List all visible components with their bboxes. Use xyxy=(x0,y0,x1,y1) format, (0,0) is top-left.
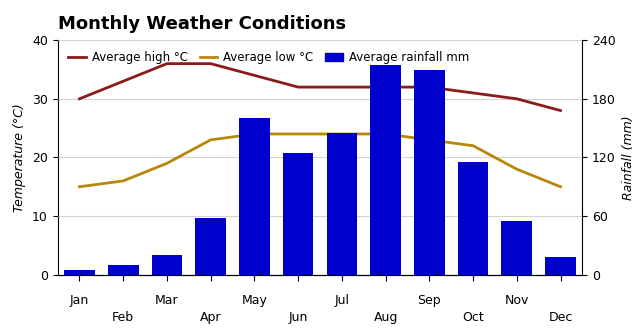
Average high °C xyxy=(207,62,214,66)
Average high °C xyxy=(381,85,389,89)
Average low °C xyxy=(469,144,477,148)
Text: Jun: Jun xyxy=(289,311,308,324)
Bar xyxy=(326,133,357,275)
Average low °C xyxy=(426,138,433,142)
Text: Aug: Aug xyxy=(373,311,398,324)
Average high °C xyxy=(426,85,433,89)
Average low °C xyxy=(513,167,521,171)
Average high °C xyxy=(338,85,346,89)
Average low °C xyxy=(250,132,258,136)
Bar xyxy=(414,69,445,275)
Average high °C xyxy=(557,109,564,113)
Text: Sep: Sep xyxy=(417,294,441,307)
Line: Average high °C: Average high °C xyxy=(79,64,561,111)
Average high °C xyxy=(294,85,302,89)
Text: May: May xyxy=(241,294,268,307)
Bar xyxy=(152,255,182,275)
Text: Mar: Mar xyxy=(155,294,179,307)
Bar xyxy=(108,265,138,275)
Y-axis label: Temperature (°C): Temperature (°C) xyxy=(13,103,26,212)
Bar xyxy=(545,257,576,275)
Text: Dec: Dec xyxy=(548,311,573,324)
Average low °C xyxy=(163,161,171,165)
Legend: Average high °C, Average low °C, Average rainfall mm: Average high °C, Average low °C, Average… xyxy=(63,46,474,69)
Text: Monthly Weather Conditions: Monthly Weather Conditions xyxy=(58,15,346,33)
Bar xyxy=(64,270,95,275)
Bar xyxy=(195,218,226,275)
Line: Average low °C: Average low °C xyxy=(79,134,561,187)
Average low °C xyxy=(294,132,302,136)
Average high °C xyxy=(119,79,127,83)
Average low °C xyxy=(557,185,564,189)
Average low °C xyxy=(207,138,214,142)
Average low °C xyxy=(119,179,127,183)
Text: Jul: Jul xyxy=(334,294,349,307)
Text: Apr: Apr xyxy=(200,311,221,324)
Average high °C xyxy=(469,91,477,95)
Average high °C xyxy=(76,97,83,101)
Average low °C xyxy=(76,185,83,189)
Text: Nov: Nov xyxy=(504,294,529,307)
Y-axis label: Rainfall (mm): Rainfall (mm) xyxy=(621,115,634,200)
Bar xyxy=(458,162,488,275)
Text: Feb: Feb xyxy=(112,311,134,324)
Bar xyxy=(502,221,532,275)
Bar xyxy=(239,118,269,275)
Bar xyxy=(371,65,401,275)
Average low °C xyxy=(338,132,346,136)
Average high °C xyxy=(163,62,171,66)
Average high °C xyxy=(250,73,258,77)
Text: Oct: Oct xyxy=(462,311,484,324)
Text: Jan: Jan xyxy=(70,294,89,307)
Average high °C xyxy=(513,97,521,101)
Average low °C xyxy=(381,132,389,136)
Bar xyxy=(283,152,314,275)
